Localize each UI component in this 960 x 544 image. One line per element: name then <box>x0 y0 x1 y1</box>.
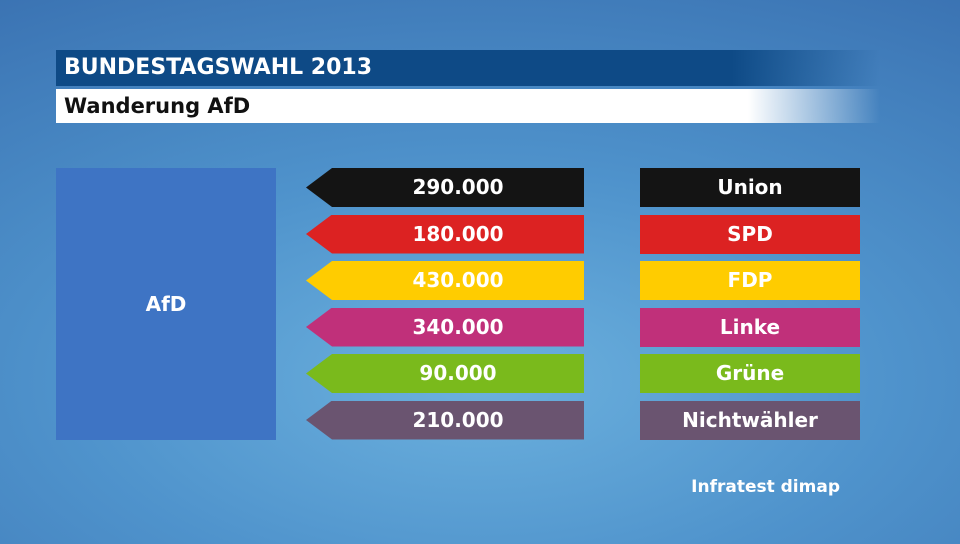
subtitle-bar: Wanderung AfD <box>56 89 880 123</box>
flow-value-union: 290.000 <box>412 175 504 199</box>
party-box-union: Union <box>640 168 860 207</box>
party-box-spd: SPD <box>640 214 860 254</box>
party-label-fdp: FDP <box>727 268 773 292</box>
party-label-linke: Linke <box>719 314 781 339</box>
flow-value-linke: 340.000 <box>412 314 504 339</box>
party-box-linke: Linke <box>640 307 860 347</box>
party-label-union: Union <box>717 175 783 199</box>
party-label-nichtwaehler: Nichtwähler <box>682 407 818 432</box>
party-label-spd: SPD <box>727 221 773 246</box>
flow-arrow-fdp: 430.000 <box>306 261 584 300</box>
party-box-fdp: FDP <box>640 261 860 300</box>
chart-title: BUNDESTAGSWAHL 2013 <box>64 55 373 80</box>
target-label: AfD <box>145 292 187 316</box>
target-box-afd: AfD <box>56 168 276 440</box>
source-credit: Infratest dimap <box>691 477 840 497</box>
flow-value-gruene: 90.000 <box>419 361 497 385</box>
flow-value-nichtwaehler: 210.000 <box>412 407 504 432</box>
chart-subtitle: Wanderung AfD <box>64 94 251 118</box>
flow-value-spd: 180.000 <box>412 221 504 246</box>
flow-arrow-spd: 180.000 <box>306 214 584 254</box>
flow-arrow-union: 290.000 <box>306 168 584 207</box>
party-box-nichtwaehler: Nichtwähler <box>640 400 860 440</box>
party-box-gruene: Grüne <box>640 354 860 393</box>
party-label-gruene: Grüne <box>715 361 785 385</box>
title-bar: BUNDESTAGSWAHL 2013 <box>56 50 880 86</box>
flow-arrow-nichtwaehler: 210.000 <box>306 400 584 440</box>
flow-arrow-gruene: 90.000 <box>306 354 584 393</box>
flow-arrow-linke: 340.000 <box>306 307 584 347</box>
flow-value-fdp: 430.000 <box>412 268 504 292</box>
